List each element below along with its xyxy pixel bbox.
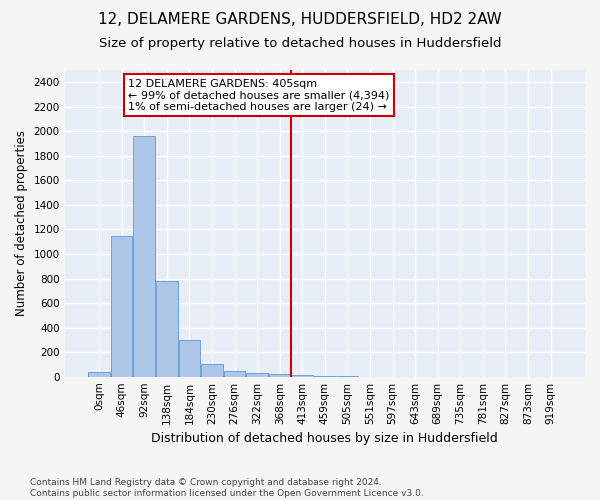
- Text: Contains HM Land Registry data © Crown copyright and database right 2024.
Contai: Contains HM Land Registry data © Crown c…: [30, 478, 424, 498]
- Bar: [156, 281, 178, 376]
- Bar: [247, 373, 268, 376]
- Bar: [224, 371, 245, 376]
- Bar: [179, 340, 200, 376]
- Bar: [111, 236, 133, 376]
- Bar: [292, 375, 313, 376]
- Bar: [201, 364, 223, 376]
- Text: Size of property relative to detached houses in Huddersfield: Size of property relative to detached ho…: [99, 38, 501, 51]
- Text: 12 DELAMERE GARDENS: 405sqm
← 99% of detached houses are smaller (4,394)
1% of s: 12 DELAMERE GARDENS: 405sqm ← 99% of det…: [128, 78, 390, 112]
- Bar: [133, 136, 155, 376]
- Text: 12, DELAMERE GARDENS, HUDDERSFIELD, HD2 2AW: 12, DELAMERE GARDENS, HUDDERSFIELD, HD2 …: [98, 12, 502, 28]
- Bar: [88, 372, 110, 376]
- Y-axis label: Number of detached properties: Number of detached properties: [15, 130, 28, 316]
- X-axis label: Distribution of detached houses by size in Huddersfield: Distribution of detached houses by size …: [151, 432, 498, 445]
- Bar: [269, 374, 290, 376]
